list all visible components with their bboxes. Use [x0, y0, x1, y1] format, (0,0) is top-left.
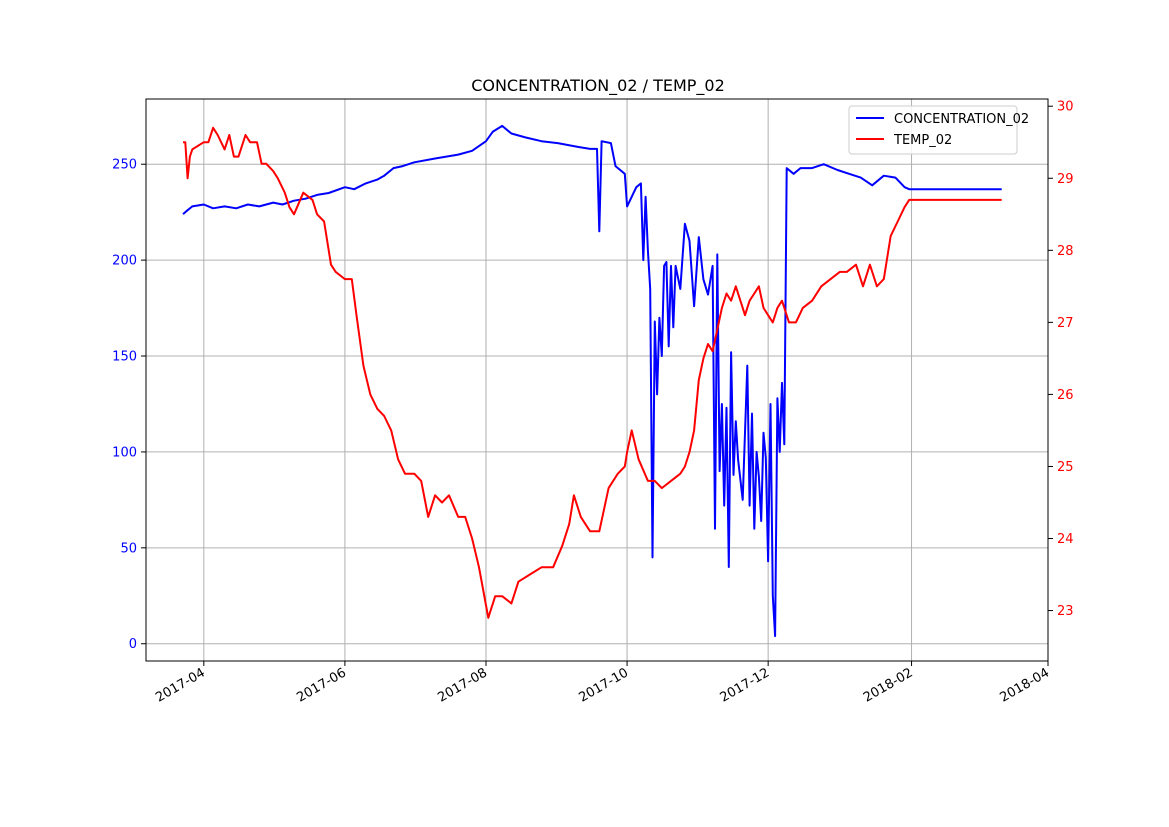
series-line: [183, 126, 1002, 619]
y-tick-label: 150: [112, 350, 137, 365]
y-tick-label: 200: [112, 254, 137, 269]
y2-tick-label: 30: [1057, 100, 1074, 115]
y-tick-label: 0: [129, 637, 137, 652]
series-lines: [182, 124, 1002, 638]
legend-label: TEMP_02: [893, 133, 952, 148]
legend-label: CONCENTRATION_02: [894, 112, 1029, 127]
y2-tick-label: 29: [1057, 172, 1074, 187]
y2-tick-label: 24: [1057, 532, 1074, 547]
grid-lines: [146, 99, 1049, 661]
y-tick-label: 100: [112, 445, 137, 460]
legend: CONCENTRATION_02 TEMP_02: [848, 105, 1029, 155]
chart-title: CONCENTRATION_02 / TEMP_02: [471, 76, 725, 96]
y2-tick-label: 27: [1057, 316, 1074, 331]
y2-tick-label: 26: [1057, 388, 1074, 403]
y2-tick-label: 25: [1057, 460, 1074, 475]
y2-tick-label: 23: [1057, 604, 1074, 619]
series-line: [182, 124, 1002, 638]
y-tick-label: 250: [112, 158, 137, 173]
y-tick-label: 50: [120, 541, 137, 556]
legend-frame: [848, 105, 1018, 155]
y2-tick-label: 28: [1057, 244, 1074, 259]
plot-area-frame: [145, 98, 1049, 662]
